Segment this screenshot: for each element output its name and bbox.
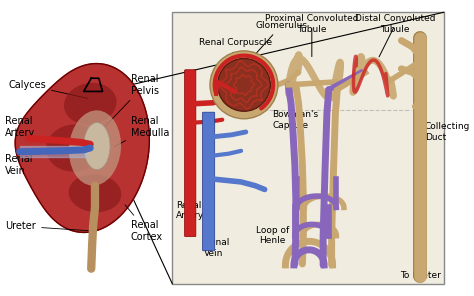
Text: Distal Convoluted
Tubule: Distal Convoluted Tubule: [355, 14, 435, 33]
Text: Renal
Vein: Renal Vein: [5, 153, 41, 176]
Text: Renal
Vein: Renal Vein: [204, 238, 230, 258]
Text: Calyces: Calyces: [8, 80, 88, 98]
Ellipse shape: [46, 124, 102, 172]
Text: Proximal Convoluted
Tubule: Proximal Convoluted Tubule: [265, 14, 358, 33]
Ellipse shape: [69, 174, 121, 212]
Polygon shape: [15, 64, 149, 232]
FancyBboxPatch shape: [202, 112, 215, 251]
Circle shape: [210, 51, 278, 119]
Text: Renal
Cortex: Renal Cortex: [125, 205, 163, 242]
Ellipse shape: [84, 123, 110, 170]
Text: Renal
Medulla: Renal Medulla: [114, 116, 169, 147]
Text: Renal
Artery: Renal Artery: [176, 200, 204, 220]
Circle shape: [218, 58, 270, 111]
Text: Renal
Pelvis: Renal Pelvis: [101, 74, 159, 130]
Text: Ureter: Ureter: [5, 221, 91, 231]
Text: Collecting
Duct: Collecting Duct: [420, 122, 470, 142]
Text: To Ureter: To Ureter: [400, 271, 441, 280]
Text: Bowman's
Capsule: Bowman's Capsule: [256, 100, 319, 130]
Ellipse shape: [69, 110, 121, 186]
Ellipse shape: [64, 83, 117, 125]
FancyBboxPatch shape: [172, 12, 444, 284]
Text: Renal Corpuscle: Renal Corpuscle: [199, 38, 272, 78]
Text: Glomerulus: Glomerulus: [246, 21, 307, 65]
Text: Loop of
Henle: Loop of Henle: [255, 226, 296, 257]
FancyBboxPatch shape: [184, 70, 196, 237]
Text: Renal
Artery: Renal Artery: [5, 116, 46, 139]
